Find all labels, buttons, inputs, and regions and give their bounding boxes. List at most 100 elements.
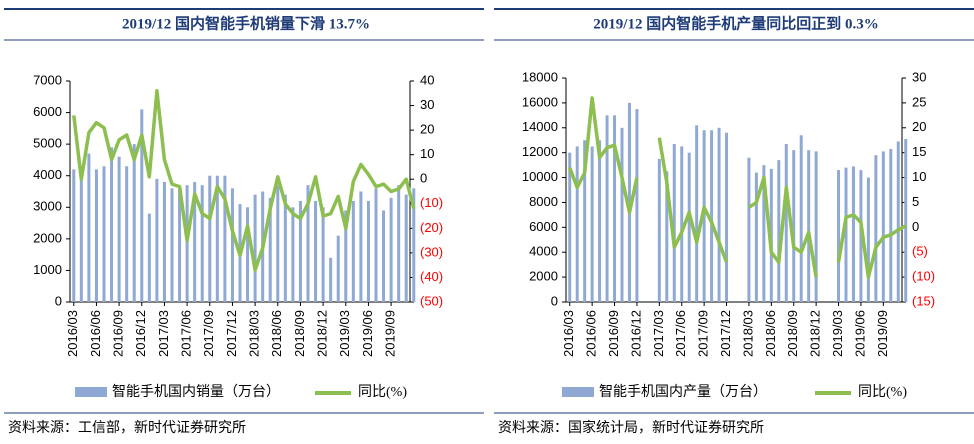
bar	[687, 152, 691, 302]
bar	[672, 143, 676, 302]
y2-tick-label: 30	[912, 69, 926, 84]
y-tick-label: 2000	[33, 230, 62, 245]
y2-tick-label: 20	[912, 119, 926, 134]
bar	[613, 115, 617, 302]
x-tick-label: 2016/06	[584, 310, 599, 357]
bar	[754, 172, 758, 302]
legend-swatch	[562, 387, 594, 397]
bar	[140, 109, 144, 303]
bar	[837, 170, 841, 302]
x-tick-label: 2019/03	[830, 310, 845, 357]
bar	[344, 210, 348, 302]
y2-tick-label: (30)	[420, 244, 443, 259]
y2-tick-label: 0	[420, 171, 427, 186]
bar	[246, 207, 250, 302]
bar	[283, 194, 287, 302]
bar	[583, 140, 587, 302]
x-tick-label: 2018/12	[315, 310, 330, 357]
bar	[223, 175, 227, 302]
x-tick-label: 2018/12	[808, 310, 823, 357]
bar	[717, 127, 721, 303]
x-tick-label: 2017/03	[651, 310, 666, 357]
bar	[314, 200, 318, 302]
y2-tick-label: 15	[912, 144, 926, 159]
y2-tick-label: 40	[420, 72, 434, 87]
y2-tick-label: 30	[420, 97, 434, 112]
bar	[147, 213, 151, 302]
legend-label: 智能手机国内销量（万台）	[112, 384, 280, 400]
bar	[253, 194, 257, 302]
bar	[276, 185, 280, 302]
bar	[851, 166, 855, 302]
bar	[102, 166, 106, 302]
bar	[635, 109, 639, 302]
y2-tick-label: 10	[420, 146, 434, 161]
x-tick-label: 2019/09	[383, 310, 398, 357]
x-tick-label: 2019/03	[337, 310, 352, 357]
line	[568, 96, 907, 279]
bar	[777, 160, 781, 302]
bar	[298, 200, 302, 302]
x-tick-label: 2016/12	[628, 310, 643, 357]
bar	[784, 143, 788, 302]
y-tick-label: 5000	[33, 136, 62, 151]
y-tick-label: 4000	[529, 244, 558, 259]
line	[72, 89, 416, 272]
bar	[329, 257, 333, 302]
bar	[79, 166, 83, 302]
x-tick-label: 2018/03	[740, 310, 755, 357]
bar	[807, 150, 811, 302]
bar	[710, 130, 714, 302]
bar	[125, 166, 129, 302]
bar	[665, 171, 669, 302]
y-tick-label: 10000	[522, 169, 558, 184]
bar	[896, 141, 900, 302]
bar	[725, 132, 729, 302]
x-tick-label: 2016/09	[111, 310, 126, 357]
bar	[170, 188, 174, 302]
y2-tick-label: 5	[912, 194, 919, 209]
y-tick-label: 0	[551, 293, 558, 308]
x-tick-label: 2017/06	[673, 310, 688, 357]
y2-tick-label: (10)	[912, 269, 935, 284]
y2-tick-label: 25	[912, 94, 926, 109]
bar	[404, 194, 408, 302]
y-tick-label: 6000	[529, 219, 558, 234]
bar	[200, 185, 204, 302]
y2-tick-label: 10	[912, 169, 926, 184]
y2-tick-label: (10)	[420, 195, 443, 210]
x-tick-label: 2017/09	[696, 310, 711, 357]
chart-title: 2019/12 国内智能手机产量同比回正到 0.3%	[593, 14, 878, 32]
y-tick-label: 12000	[522, 144, 558, 159]
bar	[747, 157, 751, 302]
x-tick-label: 2018/09	[292, 310, 307, 357]
bar	[155, 178, 159, 302]
bar	[762, 165, 766, 302]
bar	[94, 169, 98, 302]
bar	[162, 182, 166, 302]
bar	[132, 144, 136, 302]
y2-tick-label: (40)	[420, 269, 443, 284]
bar	[590, 146, 594, 302]
bar	[374, 188, 378, 302]
bar	[627, 102, 631, 302]
y-tick-label: 8000	[529, 194, 558, 209]
bar	[306, 185, 310, 302]
x-tick-label: 2016/12	[133, 310, 148, 357]
chart-title: 2019/12 国内智能手机销量下滑 13.7%	[122, 14, 370, 32]
bar	[799, 135, 803, 302]
x-tick-label: 2016/09	[606, 310, 621, 357]
y-tick-label: 0	[55, 293, 62, 308]
x-tick-label: 2017/06	[179, 310, 194, 357]
bar	[117, 156, 121, 302]
bar	[72, 169, 76, 302]
bar	[389, 197, 393, 302]
bar	[412, 188, 416, 302]
x-tick-label: 2019/09	[875, 310, 890, 357]
x-tick-label: 2017/12	[718, 310, 733, 357]
y-tick-label: 2000	[529, 269, 558, 284]
y-tick-label: 3000	[33, 199, 62, 214]
legend-label: 同比(%)	[858, 384, 907, 400]
x-tick-label: 2018/03	[247, 310, 262, 357]
